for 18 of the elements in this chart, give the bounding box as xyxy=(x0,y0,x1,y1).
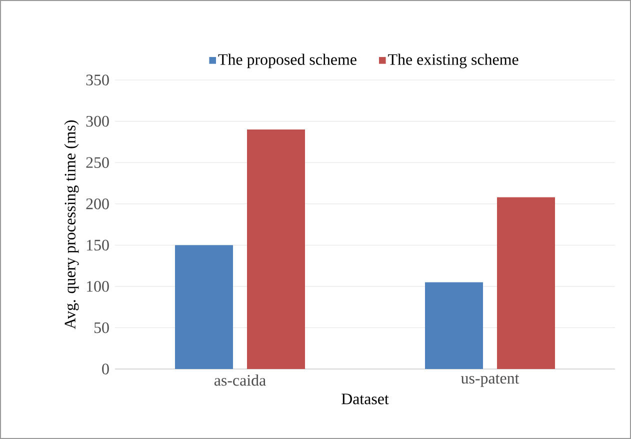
y-tick-label: 300 xyxy=(86,116,109,127)
y-tick-label: 250 xyxy=(86,157,109,168)
y-tick-label: 350 xyxy=(86,74,109,86)
y-tick-label: 100 xyxy=(86,281,109,292)
y-tick-label: 0 xyxy=(102,364,109,374)
bar xyxy=(425,282,484,369)
bar xyxy=(247,130,306,369)
legend-label: The proposed scheme xyxy=(218,54,356,68)
x-axis-title: Dataset xyxy=(342,394,389,404)
x-tick-label: as-caida xyxy=(214,374,266,386)
x-tick-label: us-patent xyxy=(460,374,520,387)
y-tick-label: 50 xyxy=(94,322,109,334)
y-axis-title: Avg. query processing time (ms) xyxy=(64,120,79,330)
legend-label: The existing scheme xyxy=(388,54,518,68)
y-tick-label: 200 xyxy=(86,198,109,210)
y-tick-label: 150 xyxy=(86,240,109,251)
bar xyxy=(497,197,556,369)
bar xyxy=(175,245,233,369)
